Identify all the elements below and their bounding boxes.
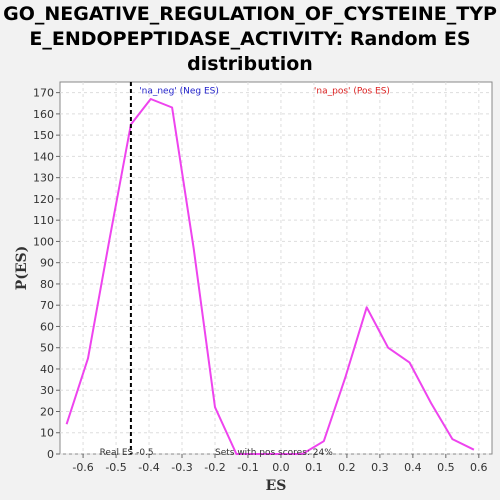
chart-title: GO_NEGATIVE_REGULATION_OF_CYSTEINE_TYP E… [0, 2, 500, 77]
y-tick-label: 130 [33, 172, 54, 185]
annotations: 'na_neg' (Neg ES) 'na_pos' (Pos ES) Real E… [100, 87, 390, 458]
x-tick-label: 0.6 [470, 461, 488, 474]
y-tick-label: 160 [33, 108, 54, 121]
y-tick-label: 40 [40, 363, 54, 376]
series-group [65, 98, 475, 455]
title-line-3: distribution [187, 53, 313, 75]
y-tick-label: 120 [33, 193, 54, 206]
x-axis-label: ES [266, 478, 287, 494]
annotation-label: 'na_pos' (Pos ES) [314, 87, 390, 97]
x-tick-label: 0.1 [305, 461, 323, 474]
x-tick-label: -0.6 [72, 461, 93, 474]
y-axis-ticks: 0 10 20 30 40 50 60 70 80 90 100 110 120 130 140 150 160… [33, 87, 60, 461]
y-tick-label: 110 [33, 214, 54, 227]
x-tick-label: -0.3 [171, 461, 192, 474]
y-tick-label: 170 [33, 87, 54, 100]
annotation-label: Real ES -0.5 [100, 448, 154, 458]
x-tick-label: 0.4 [404, 461, 422, 474]
plot-area [59, 81, 493, 455]
y-tick-label: 70 [40, 299, 54, 312]
x-axis-ticks: -0.6 -0.5 -0.4 -0.3 -0.2 -0.1 0.0 0.1 0.2 0.3 0.4 0… [72, 454, 488, 474]
x-tick-label: 0.5 [437, 461, 455, 474]
y-tick-label: 90 [40, 257, 54, 270]
x-tick-label: -0.5 [105, 461, 126, 474]
x-tick-label: 0.0 [272, 461, 290, 474]
es-distribution-line [65, 98, 475, 455]
annotation-label: Sets with pos scores: 24% [215, 448, 333, 458]
title-line-1: GO_NEGATIVE_REGULATION_OF_CYSTEINE_TYP [3, 3, 497, 25]
y-tick-label: 60 [40, 320, 54, 333]
title-line-2: E_ENDOPEPTIDASE_ACTIVITY: Random ES [29, 28, 471, 50]
x-tick-label: 0.2 [338, 461, 356, 474]
x-tick-label: 0.3 [371, 461, 389, 474]
y-tick-label: 10 [40, 427, 54, 440]
y-tick-label: 80 [40, 278, 54, 291]
y-tick-label: 150 [33, 129, 54, 142]
y-tick-label: 0 [47, 448, 54, 461]
y-tick-label: 100 [33, 235, 54, 248]
grid-lines [60, 82, 492, 455]
annotation-label: 'na_neg' (Neg ES) [139, 87, 219, 97]
x-tick-label: -0.4 [138, 461, 159, 474]
y-tick-label: 20 [40, 405, 54, 418]
y-tick-label: 140 [33, 150, 54, 163]
y-axis-label: P(ES) [14, 246, 30, 291]
y-tick-label: 50 [40, 342, 54, 355]
y-tick-label: 30 [40, 384, 54, 397]
x-tick-label: -0.1 [237, 461, 258, 474]
x-tick-label: -0.2 [204, 461, 225, 474]
